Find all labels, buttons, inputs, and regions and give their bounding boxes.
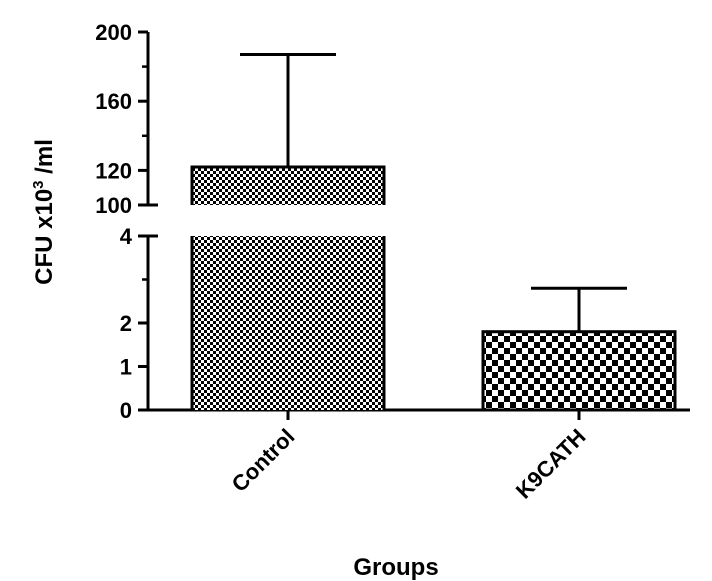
bars-group	[190, 165, 677, 412]
x-tick-label-control: Control	[227, 424, 300, 497]
y-tick-label: 100	[95, 193, 132, 218]
x-axis-title: Groups	[353, 554, 438, 581]
y-tick-label: 2	[120, 311, 132, 336]
bar-control-lower	[192, 236, 384, 410]
y-axis-title: CFU x103 /ml	[30, 139, 58, 285]
y-ticks-group: 0 1 2 4 100 120 160 200	[95, 20, 148, 423]
y-tick-label: 0	[120, 398, 132, 423]
y-tick-label: 160	[95, 89, 132, 114]
bar-k9cath	[481, 330, 677, 412]
x-ticks-group: Control K9CATH	[227, 410, 591, 503]
y-tick-label: 200	[95, 20, 132, 45]
y-tick-label: 1	[120, 355, 132, 380]
bar-control-upper	[192, 166, 384, 205]
y-tick-label: 120	[95, 158, 132, 183]
x-tick-label-k9cath: K9CATH	[511, 424, 591, 504]
bar-outline	[190, 236, 386, 410]
error-bars-group	[240, 52, 627, 332]
y-tick-label: 4	[120, 224, 133, 249]
